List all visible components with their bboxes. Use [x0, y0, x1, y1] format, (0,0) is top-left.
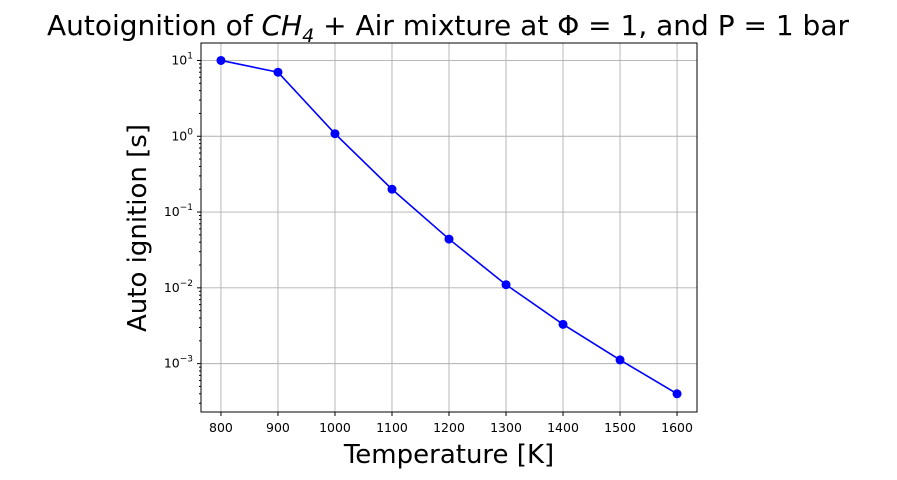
data-point [273, 67, 283, 77]
x-tick-label: 1500 [604, 420, 636, 435]
data-point [444, 234, 454, 244]
x-tick-label: 1100 [376, 420, 408, 435]
y-tick-label: 10−3 [164, 355, 193, 371]
y-tick-label: 100 [171, 127, 193, 143]
data-point [330, 129, 340, 139]
series-group [216, 55, 682, 399]
data-point [558, 319, 568, 329]
x-tick-label: 800 [209, 420, 233, 435]
y-axis-ticks: 101 100 10−1 10−2 10−3 [164, 51, 201, 371]
title-species-subscript: 4 [302, 25, 314, 47]
x-tick-label: 900 [266, 420, 290, 435]
data-point [216, 55, 226, 65]
y-tick-label: 10−1 [164, 203, 193, 219]
title-species: CH [261, 9, 302, 42]
y-tick-label: 10−2 [164, 279, 193, 295]
title-prefix: Autoignition of [47, 9, 262, 42]
x-tick-label: 1300 [490, 420, 522, 435]
x-axis-label: Temperature [K] [343, 440, 554, 470]
data-point [615, 355, 625, 365]
data-point [672, 389, 682, 399]
plot-frame [200, 42, 698, 413]
data-point [387, 184, 397, 194]
x-tick-label: 1200 [433, 420, 465, 435]
x-axis-ticks: 800 900 1000 1100 1200 1300 1400 1500 1600 [209, 412, 693, 435]
data-point [501, 280, 511, 290]
title-suffix: + Air mixture at Φ = 1, and P = 1 bar [314, 9, 849, 42]
y-axis-label: Auto ignition [s] [123, 124, 153, 332]
chart-title: Autoignition of CH4 + Air mixture at Φ =… [47, 9, 850, 47]
grid [201, 43, 697, 412]
x-tick-label: 1600 [661, 420, 693, 435]
y-tick-label: 101 [171, 51, 193, 67]
x-tick-label: 1400 [547, 420, 579, 435]
x-tick-label: 1000 [319, 420, 351, 435]
